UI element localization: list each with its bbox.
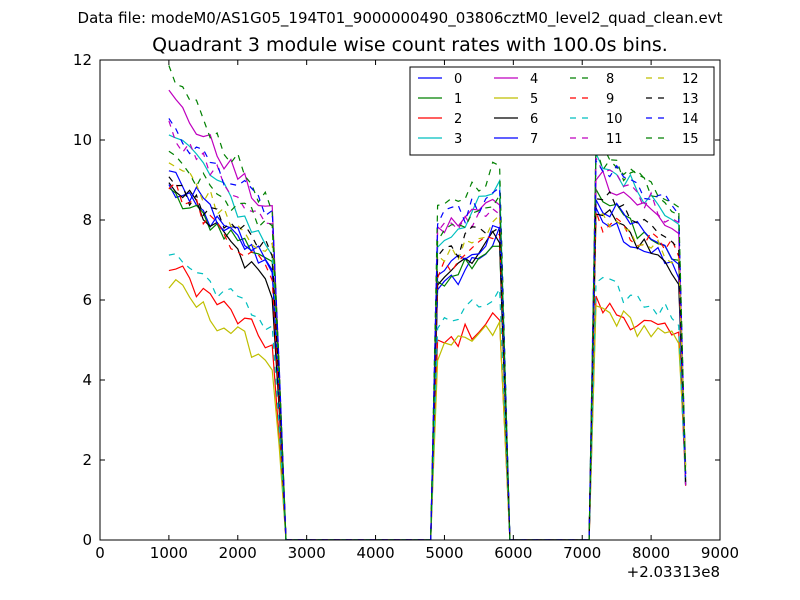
- series-line-13: [168, 176, 687, 540]
- series-line-4: [168, 89, 687, 540]
- legend-item-8: 8: [570, 72, 614, 87]
- series-line-0: [168, 184, 687, 540]
- legend-item-9: 9: [570, 92, 614, 107]
- legend-item-3: 3: [418, 132, 462, 147]
- y-tick-label: 2: [82, 451, 92, 469]
- legend-label: 8: [606, 72, 614, 87]
- series-line-5: [168, 278, 687, 540]
- x-tick-label: 8000: [632, 544, 670, 562]
- y-tick-label: 6: [82, 291, 92, 309]
- chart-title: Quadrant 3 module wise count rates with …: [152, 34, 668, 56]
- x-offset-label: +2.03313e8: [627, 563, 720, 581]
- series-line-9: [168, 181, 687, 540]
- y-tick-label: 8: [82, 211, 92, 229]
- y-tick-label: 12: [73, 51, 92, 69]
- plot-area: [168, 65, 687, 540]
- legend-item-14: 14: [646, 112, 699, 127]
- x-tick-label: 5000: [425, 544, 463, 562]
- series-line-11: [168, 120, 687, 540]
- series-line-1: [168, 187, 687, 540]
- series-line-10: [168, 253, 687, 540]
- legend-item-5: 5: [494, 92, 538, 107]
- legend-item-2: 2: [418, 112, 462, 127]
- legend-label: 6: [530, 112, 538, 127]
- legend-label: 13: [682, 92, 699, 107]
- x-tick-label: 9000: [701, 544, 739, 562]
- x-tick-label: 3000: [288, 544, 326, 562]
- legend-label: 3: [454, 132, 462, 147]
- legend-label: 15: [682, 132, 699, 147]
- legend-item-10: 10: [570, 112, 623, 127]
- legend-item-1: 1: [418, 92, 462, 107]
- legend-label: 0: [454, 72, 462, 87]
- legend-label: 9: [606, 92, 614, 107]
- legend-label: 14: [682, 112, 699, 127]
- legend-label: 1: [454, 92, 462, 107]
- legend-item-11: 11: [570, 132, 623, 147]
- figure-suptitle: Data file: modeM0/AS1G05_194T01_90000004…: [77, 9, 723, 27]
- series-line-2: [168, 265, 687, 540]
- series-line-14: [168, 118, 687, 540]
- legend-label: 7: [530, 132, 538, 147]
- legend-label: 2: [454, 112, 462, 127]
- legend-item-6: 6: [494, 112, 538, 127]
- series-line-15: [168, 146, 687, 540]
- legend-label: 12: [682, 72, 699, 87]
- legend-label: 5: [530, 92, 538, 107]
- series-line-12: [168, 162, 687, 540]
- x-tick-label: 6000: [494, 544, 532, 562]
- x-tick-label: 1000: [150, 544, 188, 562]
- legend-label: 10: [606, 112, 623, 127]
- x-tick-label: 4000: [356, 544, 394, 562]
- y-tick-label: 10: [73, 131, 92, 149]
- legend-item-7: 7: [494, 132, 538, 147]
- legend-item-15: 15: [646, 132, 699, 147]
- y-tick-label: 4: [82, 371, 92, 389]
- legend-item-4: 4: [494, 72, 538, 87]
- x-tick-label: 0: [95, 544, 105, 562]
- legend-item-0: 0: [418, 72, 462, 87]
- legend-item-13: 13: [646, 92, 699, 107]
- series-line-3: [168, 134, 687, 540]
- series-line-8: [168, 65, 687, 540]
- legend-label: 11: [606, 132, 623, 147]
- x-tick-label: 7000: [563, 544, 601, 562]
- x-tick-label: 2000: [219, 544, 257, 562]
- y-tick-label: 0: [82, 531, 92, 549]
- legend-box: [409, 66, 715, 156]
- legend-item-12: 12: [646, 72, 699, 87]
- legend-label: 4: [530, 72, 538, 87]
